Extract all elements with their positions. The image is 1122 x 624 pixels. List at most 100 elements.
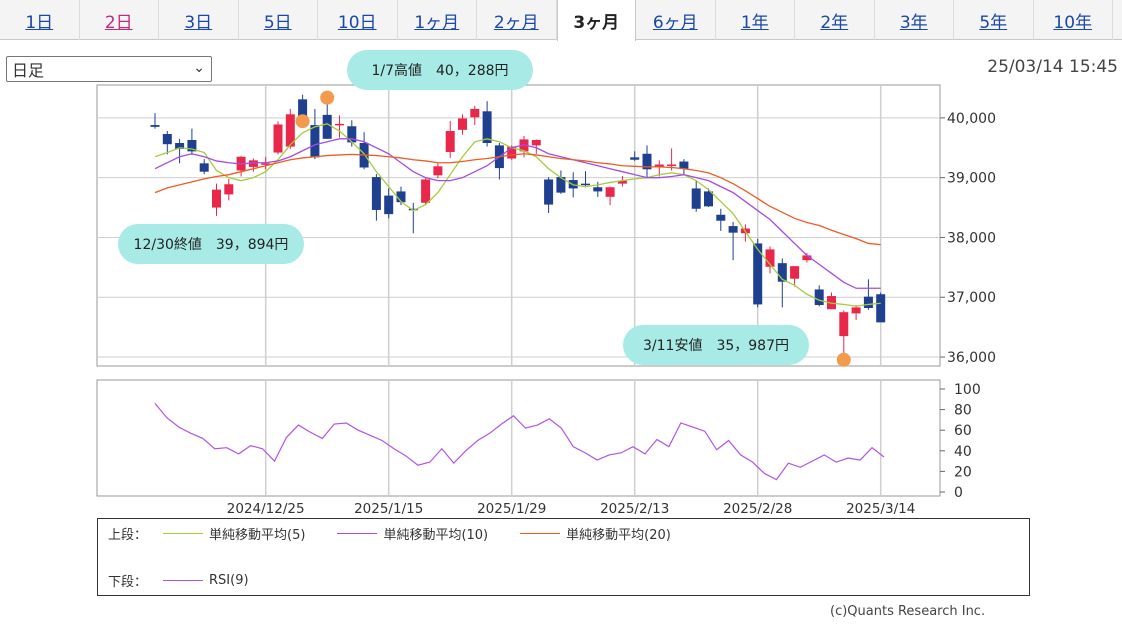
candle-body <box>531 140 541 146</box>
candle-body <box>285 114 295 147</box>
legend-box: 上段： 単純移動平均(5) 単純移動平均(10) 単純移動平均(20) 下段： … <box>97 518 1030 596</box>
tab-0[interactable]: 1日 <box>0 0 80 40</box>
candle-body <box>556 177 566 193</box>
candle-body <box>310 125 320 158</box>
tab-11[interactable]: 3年 <box>875 0 954 40</box>
legend-ma5: 単純移動平均(5) <box>157 524 305 543</box>
candle-body <box>679 161 689 169</box>
candle-body <box>150 125 160 127</box>
candle-body <box>162 134 172 145</box>
candle-body <box>298 99 308 121</box>
rsi-tick-label: 60 <box>954 423 972 439</box>
candle-body <box>765 249 775 267</box>
candle-body <box>544 179 554 205</box>
candle-body <box>777 263 787 282</box>
x-tick-label: 2025/2/13 <box>600 501 669 517</box>
price-tick-label: 36,000 <box>947 350 996 366</box>
candle-body <box>470 108 480 118</box>
candle-body <box>617 180 627 184</box>
candle-body <box>790 266 800 279</box>
candle-body <box>482 111 492 143</box>
candle-body <box>445 131 455 152</box>
candle-body <box>642 153 652 170</box>
period-tabs: 1日 2日 3日 5日 10日 1ヶ月 2ヶ月 3ヶ月 6ヶ月 1年 2年 3年 5年 10年 <box>0 0 1122 41</box>
candle-body <box>248 160 258 167</box>
ma-line-10 <box>154 138 881 289</box>
price-tick-label: 39,000 <box>947 171 996 187</box>
candle-body <box>704 191 713 207</box>
tab-1[interactable]: 2日 <box>80 0 159 40</box>
rsi-line <box>154 403 885 481</box>
stock-chart: 36,000 37,000 38,000 39,000 40,000 2024/12/2… <box>96 84 996 517</box>
callout-close: 12/30終値 39，894円 <box>118 224 304 264</box>
tab-10[interactable]: 2年 <box>795 0 875 40</box>
candle-body <box>581 183 590 186</box>
candle-body <box>396 191 406 203</box>
legend-ma20: 単純移動平均(20) <box>514 524 671 543</box>
candle-period-value: 日足 <box>12 61 45 80</box>
rsi-panel: 2024/12/25 2025/1/15 2025/1/29 2025/2/13 202… <box>96 379 981 517</box>
x-tick-label: 2025/1/15 <box>354 501 423 517</box>
candle-body <box>728 226 738 233</box>
candle-body <box>224 184 234 195</box>
callout-low: 3/11安値 35，987円 <box>623 325 809 365</box>
low-marker <box>836 352 851 367</box>
tab-7[interactable]: 3ヶ月 <box>556 0 636 41</box>
candle-body <box>175 142 185 149</box>
candle-body <box>593 187 603 192</box>
candle-body <box>322 114 332 139</box>
candle-body <box>654 164 664 167</box>
tab-3[interactable]: 5日 <box>239 0 318 40</box>
legend-ma5-label: 単純移動平均(5) <box>209 528 306 543</box>
x-tick-label: 2025/3/14 <box>846 501 915 517</box>
tab-8[interactable]: 6ヶ月 <box>636 0 716 40</box>
copyright: (c)Quants Research Inc. <box>830 604 986 619</box>
candle-body <box>839 312 849 337</box>
rsi-tick-label: 0 <box>954 485 963 501</box>
rsi-tick-label: 80 <box>954 403 972 419</box>
high-marker <box>320 90 335 105</box>
rsi-tick-label: 40 <box>954 444 972 460</box>
candle-body <box>433 166 443 176</box>
candle-body <box>384 195 394 215</box>
tab-12[interactable]: 5年 <box>954 0 1034 40</box>
tab-2[interactable]: 3日 <box>159 0 239 40</box>
legend-upper-label: 上段： <box>108 528 148 543</box>
candle-body <box>716 214 726 221</box>
tab-4[interactable]: 10日 <box>318 0 398 40</box>
candle-body <box>863 296 873 309</box>
timestamp: 25/03/14 15:45 <box>987 57 1118 77</box>
tab-13[interactable]: 10年 <box>1034 0 1113 40</box>
candle-body <box>507 146 517 159</box>
candle-body <box>421 179 431 203</box>
candle-body <box>347 126 357 143</box>
tab-6[interactable]: 2ヶ月 <box>477 0 557 40</box>
candle-body <box>605 187 615 197</box>
price-tick-label: 38,000 <box>947 230 996 246</box>
tab-9[interactable]: 1年 <box>716 0 795 40</box>
candle-body <box>261 163 271 165</box>
candle-body <box>458 118 467 130</box>
tab-5[interactable]: 1ヶ月 <box>398 0 477 40</box>
candle-body <box>187 140 197 152</box>
candle-body <box>667 164 677 167</box>
candle-body <box>876 294 886 323</box>
candle-body <box>753 243 763 305</box>
candle-body <box>199 163 209 172</box>
legend-ma10-label: 単純移動平均(10) <box>383 528 489 543</box>
candle-period-select[interactable]: 日足 ⌄ <box>6 56 212 82</box>
ma-line-20 <box>154 153 881 246</box>
candle-body <box>212 189 221 208</box>
candle-body <box>802 255 812 261</box>
legend-ma20-label: 単純移動平均(20) <box>566 528 671 543</box>
close-marker <box>295 114 310 129</box>
candle-body <box>408 208 418 211</box>
x-tick-label: 2024/12/25 <box>227 501 305 517</box>
x-tick-label: 2025/1/29 <box>477 501 546 517</box>
candle-body <box>630 157 640 160</box>
candle-body <box>371 177 381 210</box>
candle-body <box>851 307 861 314</box>
candle-body <box>273 124 283 153</box>
callout-high: 1/7高値 40，288円 <box>347 50 533 90</box>
legend-lower-label: 下段： <box>108 575 148 590</box>
